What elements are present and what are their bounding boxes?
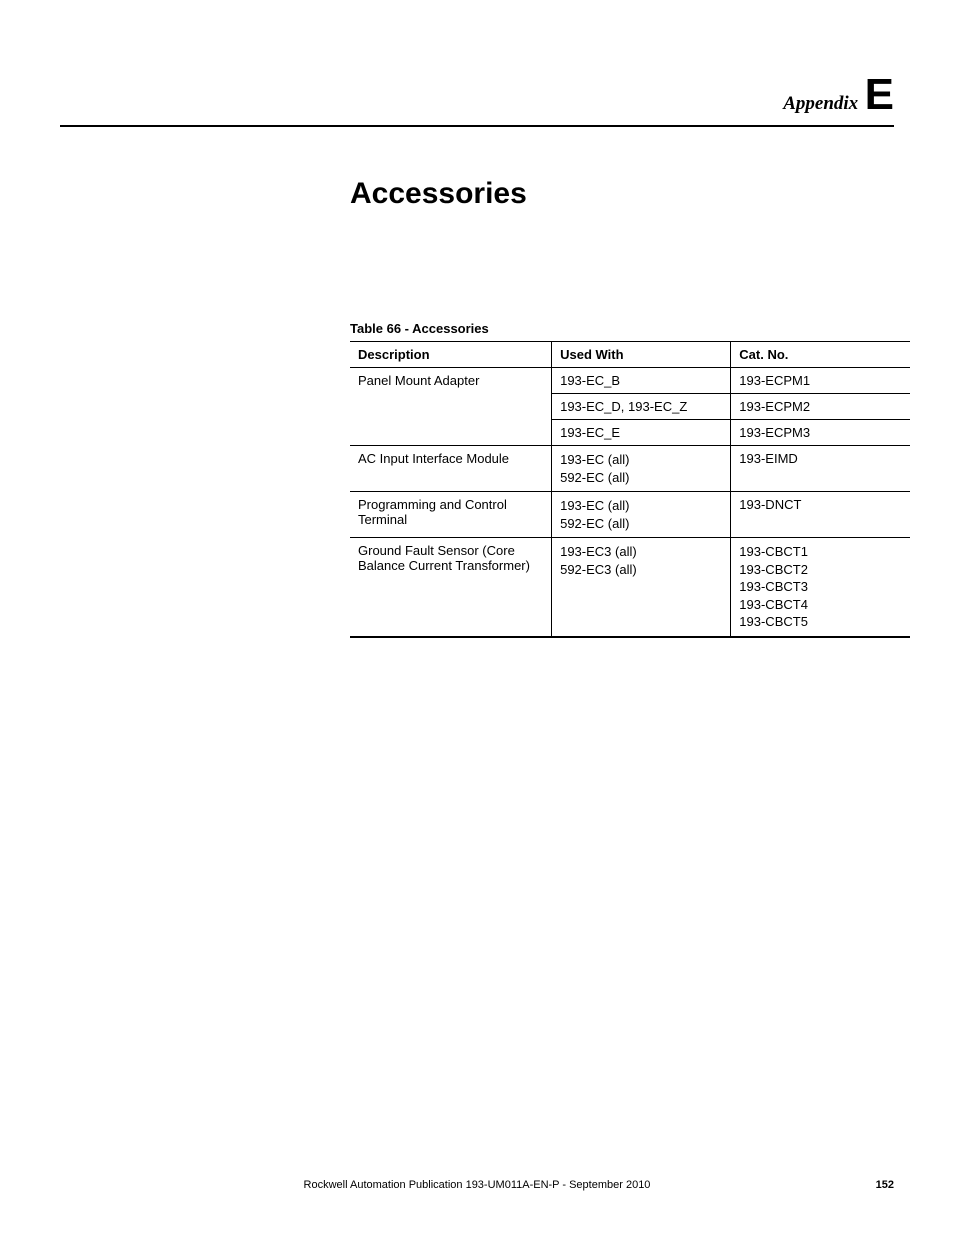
col-header-used-with: Used With (552, 342, 731, 368)
cell-used-with: 193-EC_E (552, 420, 731, 446)
cell-used-with: 193-EC (all) 592-EC (all) (552, 492, 731, 538)
table-row: Panel Mount Adapter 193-EC_B 193-ECPM1 (350, 368, 910, 394)
appendix-label: Appendix (783, 93, 858, 114)
table-row: Programming and Control Terminal 193-EC … (350, 492, 910, 538)
accessories-table: Description Used With Cat. No. Panel Mou… (350, 341, 910, 638)
table-header-row: Description Used With Cat. No. (350, 342, 910, 368)
page-number: 152 (876, 1179, 894, 1191)
cell-description: Programming and Control Terminal (350, 492, 552, 538)
cell-used-with: 193-EC_D, 193-EC_Z (552, 394, 731, 420)
appendix-letter: E (865, 70, 894, 119)
cell-description: Ground Fault Sensor (Core Balance Curren… (350, 538, 552, 637)
cell-cat-no: 193-DNCT (731, 492, 910, 538)
cell-description: AC Input Interface Module (350, 446, 552, 492)
cell-used-with: 193-EC3 (all) 592-EC3 (all) (552, 538, 731, 637)
chapter-title: Accessories (350, 177, 894, 211)
cell-cat-no: 193-EIMD (731, 446, 910, 492)
cell-cat-no: 193-ECPM2 (731, 394, 910, 420)
accessories-table-block: Table 66 - Accessories Description Used … (350, 321, 910, 638)
appendix-header: Appendix E (60, 70, 894, 127)
table-row: AC Input Interface Module 193-EC (all) 5… (350, 446, 910, 492)
cell-cat-no: 193-ECPM3 (731, 420, 910, 446)
cell-used-with: 193-EC_B (552, 368, 731, 394)
col-header-cat-no: Cat. No. (731, 342, 910, 368)
footer-publication: Rockwell Automation Publication 193-UM01… (0, 1179, 954, 1191)
table-row: Ground Fault Sensor (Core Balance Curren… (350, 538, 910, 637)
page-container: Appendix E Accessories Table 66 - Access… (0, 0, 954, 1235)
col-header-description: Description (350, 342, 552, 368)
cell-description: Panel Mount Adapter (350, 368, 552, 446)
cell-used-with: 193-EC (all) 592-EC (all) (552, 446, 731, 492)
cell-cat-no: 193-CBCT1 193-CBCT2 193-CBCT3 193-CBCT4 … (731, 538, 910, 637)
table-caption: Table 66 - Accessories (350, 321, 910, 336)
cell-cat-no: 193-ECPM1 (731, 368, 910, 394)
